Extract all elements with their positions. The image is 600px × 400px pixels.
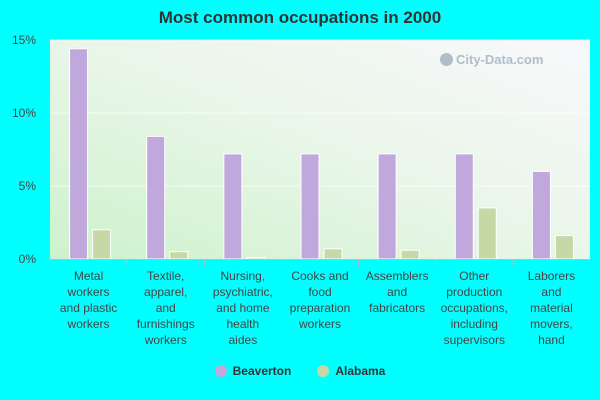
legend-label: Beaverton	[232, 364, 292, 378]
y-tick-label: 5%	[19, 179, 37, 193]
bar-beaverton	[377, 153, 397, 260]
x-tick-label-line: movers,	[530, 317, 573, 331]
x-tick-label: Metal workers and plastic workers	[51, 268, 127, 332]
x-tick-label-line: workers	[144, 333, 187, 347]
xtick-layer	[126, 259, 514, 265]
x-tick-label-line: fabricators	[369, 301, 426, 315]
x-tick-label-line: food	[308, 285, 332, 299]
ytick-layer: 0% 5% 10% 15%	[12, 33, 36, 266]
legend-label: Alabama	[335, 364, 386, 378]
x-tick-label-line: Laborers	[527, 269, 576, 283]
bar-alabama	[400, 249, 420, 260]
legend: Beaverton Alabama	[0, 364, 600, 378]
x-tick-label-line: Cooks and	[291, 269, 349, 283]
x-tick-label: Laborers and material movers, hand	[513, 268, 589, 348]
x-tick-label-line: Assemblers	[365, 269, 429, 283]
bar-beaverton	[454, 153, 474, 260]
bar-beaverton	[146, 135, 166, 260]
x-tick-label: Nursing, psychiatric, and home health aides	[205, 268, 281, 348]
x-tick-label-line: workers	[298, 317, 341, 331]
legend-swatch	[214, 365, 227, 377]
x-tick-label-line: apparel,	[144, 285, 188, 299]
x-tick-label-line: and home	[216, 301, 270, 315]
plot-area	[50, 40, 590, 259]
watermark-text: City-Data.com	[456, 52, 544, 67]
x-tick-label-line: preparation	[289, 301, 351, 315]
bar-alabama	[92, 229, 112, 260]
x-tick-label-line: workers	[67, 285, 110, 299]
bar-beaverton	[300, 153, 320, 260]
watermark: City-Data.com	[440, 52, 543, 67]
x-tick-label-line: workers	[67, 317, 110, 331]
x-tick-label-line: hand	[538, 333, 565, 347]
x-tick-label-line: aides	[228, 333, 258, 347]
x-tick-label-line: production	[446, 285, 503, 299]
bar-beaverton	[531, 170, 551, 260]
chart-title: Most common occupations in 2000	[158, 8, 442, 27]
x-tick-label-line: supervisors	[443, 333, 505, 347]
y-tick-label: 10%	[12, 106, 36, 120]
legend-item-alabama: Alabama	[317, 364, 385, 378]
x-tick-label: Assemblers and fabricators	[359, 268, 435, 316]
bar-alabama	[246, 257, 266, 260]
y-tick-label: 15%	[12, 33, 36, 47]
bar-alabama	[169, 251, 189, 260]
bar-layer	[69, 48, 574, 260]
bar-alabama	[477, 207, 497, 260]
x-tick-label-line: including	[450, 317, 498, 331]
bar-alabama	[554, 235, 574, 260]
x-tick-label-line: Metal	[73, 269, 104, 283]
magnifier-icon	[440, 53, 453, 66]
x-tick-label-line: and plastic	[59, 301, 118, 315]
legend-swatch	[317, 365, 330, 377]
x-tick-label-line: occupations,	[440, 301, 508, 315]
legend-item-beaverton: Beaverton	[214, 364, 292, 378]
x-tick-label-line: Other	[459, 269, 490, 283]
x-tick-label-line: psychiatric,	[212, 285, 273, 299]
bar-beaverton	[223, 153, 243, 260]
y-tick-label: 0%	[19, 252, 37, 266]
x-tick-label-line: and	[155, 301, 176, 315]
x-tick-label-line: Textile,	[147, 269, 185, 283]
bar-beaverton	[69, 48, 89, 260]
x-tick-label: Other production occupations, including supe…	[436, 268, 512, 348]
bar-alabama	[323, 248, 343, 260]
x-tick-label-line: and	[387, 285, 408, 299]
x-tick-label-line: furnishings	[136, 317, 195, 331]
x-tick-label: Textile, apparel, and furnishings workers	[128, 268, 204, 348]
x-tick-label-line: and	[541, 285, 562, 299]
x-tick-label-line: Nursing,	[220, 269, 266, 283]
x-tick-label: Cooks and food preparation workers	[282, 268, 358, 332]
x-tick-label-line: material	[530, 301, 573, 315]
grid-layer	[50, 39, 590, 187]
x-tick-label-line: health	[226, 317, 260, 331]
